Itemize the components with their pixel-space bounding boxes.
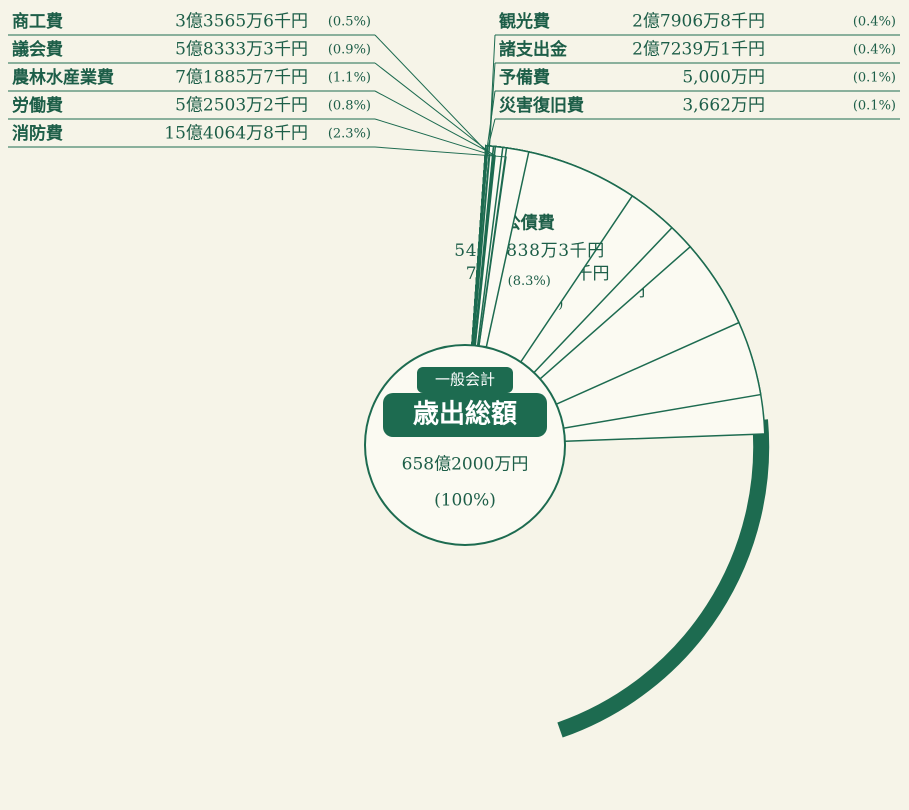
table-name: 予備費 (499, 67, 550, 88)
table-percent: (0.1%) (853, 99, 896, 114)
table-percent: (0.5%) (328, 15, 371, 30)
table-name: 商工費 (12, 11, 63, 32)
table-amount: 3,662万円 (682, 96, 765, 116)
table-amount: 7億1885万7千円 (175, 68, 308, 88)
table-name: 消防費 (12, 123, 63, 144)
table-amount: 3億3565万6千円 (175, 12, 308, 32)
table-percent: (0.1%) (853, 71, 896, 86)
table-amount: 5億2503万2千円 (175, 96, 308, 116)
table-name: 農林水産業費 (12, 67, 114, 88)
slice-percent: (8.3%) (508, 274, 551, 289)
center-title: 歳出総額 (413, 399, 517, 430)
table-percent: (2.3%) (328, 127, 371, 142)
table-name: 観光費 (499, 11, 550, 32)
table-percent: (1.1%) (328, 71, 371, 86)
table-percent: (0.9%) (328, 43, 371, 58)
table-amount: 5億8333万3千円 (175, 40, 308, 60)
center-total: 658億2000万円 (402, 455, 529, 475)
table-amount: 2億7239万1千円 (632, 40, 765, 60)
table-amount: 5,000万円 (682, 68, 765, 88)
center-label: 一般会計 (435, 371, 495, 389)
center-total-label: (100%) (434, 491, 496, 511)
slice-name: 公債費 (504, 213, 555, 234)
table-amount: 15億4064万8千円 (164, 124, 308, 144)
center-tab (417, 367, 513, 393)
table-percent: (0.4%) (853, 43, 896, 58)
table-name: 労働費 (12, 95, 63, 116)
decor-arc (557, 419, 770, 738)
table-percent: (0.4%) (853, 15, 896, 30)
slice-amount: 54億6838万3千円 (454, 241, 604, 261)
table-name: 議会費 (12, 39, 63, 60)
table-amount: 2億7906万8千円 (632, 12, 765, 32)
table-name: 諸支出金 (499, 39, 568, 60)
table-percent: (0.8%) (328, 99, 371, 114)
table-name: 災害復旧費 (499, 95, 584, 116)
center-box (383, 393, 547, 437)
